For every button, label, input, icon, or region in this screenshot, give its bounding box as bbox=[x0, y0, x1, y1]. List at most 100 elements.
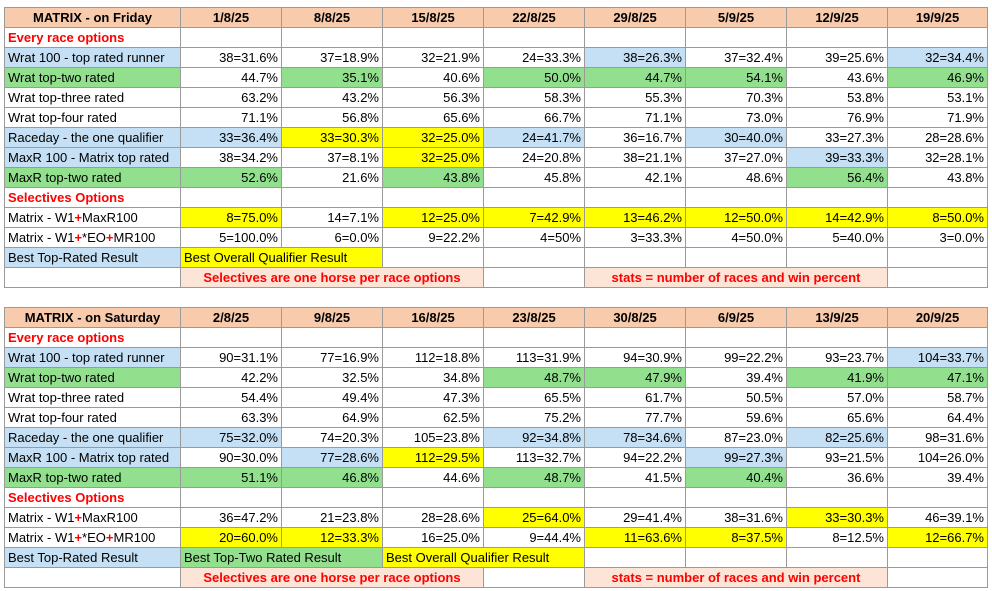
table-cell: 90=31.1% bbox=[180, 347, 282, 368]
table-cell: 33=36.4% bbox=[180, 127, 282, 148]
note-selectives: Selectives are one horse per race option… bbox=[180, 567, 484, 588]
table-row: Matrix - W1+*EO+MR100 20=60.0% 12=33.3% 16=… bbox=[4, 527, 988, 548]
note-row: Selectives are one horse per race option… bbox=[4, 267, 988, 288]
table-cell: 94=30.9% bbox=[584, 347, 686, 368]
empty-cell bbox=[786, 187, 888, 208]
empty-cell bbox=[180, 187, 282, 208]
table-cell: 24=33.3% bbox=[483, 47, 585, 68]
empty-cell bbox=[382, 247, 484, 268]
table-cell: 63.3% bbox=[180, 407, 282, 428]
table-cell: 34.8% bbox=[382, 367, 484, 388]
row-label: Wrat top-three rated bbox=[4, 87, 181, 108]
empty-cell bbox=[685, 487, 787, 508]
row-label: Wrat top-two rated bbox=[4, 67, 181, 88]
table-cell: 75.2% bbox=[483, 407, 585, 428]
table-cell: 24=20.8% bbox=[483, 147, 585, 168]
table-cell: 33=30.3% bbox=[281, 127, 383, 148]
table-cell: 33=27.3% bbox=[786, 127, 888, 148]
table-cell: 55.3% bbox=[584, 87, 686, 108]
saturday-matrix-table: MATRIX - on Saturday 2/8/25 9/8/25 16/8/25 2… bbox=[4, 307, 988, 588]
table-cell: 47.9% bbox=[584, 367, 686, 388]
table-cell: 21.6% bbox=[281, 167, 383, 188]
table-cell: 4=50% bbox=[483, 227, 585, 248]
label-part: *EO bbox=[82, 229, 106, 245]
table-row: Matrix - W1+MaxR100 36=47.2% 21=23.8% 28=28… bbox=[4, 507, 988, 528]
empty-cell bbox=[786, 247, 888, 268]
table-cell: 112=29.5% bbox=[382, 447, 484, 468]
table-cell: 36.6% bbox=[786, 467, 888, 488]
table-cell: 70.3% bbox=[685, 87, 787, 108]
table-cell: 58.7% bbox=[887, 387, 988, 408]
table-cell: 28=28.6% bbox=[382, 507, 484, 528]
empty-cell bbox=[281, 27, 383, 48]
table-cell: 36=16.7% bbox=[584, 127, 686, 148]
row-label: Matrix - W1+MaxR100 bbox=[4, 207, 181, 228]
table-cell: 53.8% bbox=[786, 87, 888, 108]
table-cell: 32=28.1% bbox=[887, 147, 988, 168]
empty-cell bbox=[887, 247, 988, 268]
table-cell: 29=41.4% bbox=[584, 507, 686, 528]
table-cell: 82=25.6% bbox=[786, 427, 888, 448]
date-header: 1/8/25 bbox=[180, 7, 282, 28]
legend-overall-qualifier: Best Overall Qualifier Result bbox=[382, 547, 585, 568]
date-header: 20/9/25 bbox=[887, 307, 988, 328]
table-cell: 52.6% bbox=[180, 167, 282, 188]
table-cell: 76.9% bbox=[786, 107, 888, 128]
table-cell: 99=27.3% bbox=[685, 447, 787, 468]
table-cell: 38=21.1% bbox=[584, 147, 686, 168]
table-cell: 65.6% bbox=[382, 107, 484, 128]
table-cell: 38=34.2% bbox=[180, 147, 282, 168]
table-cell: 37=8.1% bbox=[281, 147, 383, 168]
empty-cell bbox=[483, 187, 585, 208]
empty-cell bbox=[281, 327, 383, 348]
empty-cell bbox=[180, 327, 282, 348]
empty-cell bbox=[584, 327, 686, 348]
table-cell: 43.2% bbox=[281, 87, 383, 108]
table-cell: 28=28.6% bbox=[887, 127, 988, 148]
label-part: Matrix - W1 bbox=[8, 509, 75, 525]
table-cell: 13=46.2% bbox=[584, 207, 686, 228]
empty-cell bbox=[483, 267, 585, 288]
table-cell: 39.4% bbox=[685, 367, 787, 388]
empty-cell bbox=[887, 567, 988, 588]
empty-cell bbox=[483, 27, 585, 48]
empty-cell bbox=[887, 187, 988, 208]
legend-row: Best Top-Rated Result Best Overall Qualif… bbox=[4, 247, 988, 268]
table-cell: 33=30.3% bbox=[786, 507, 888, 528]
section-row: Every race options bbox=[4, 27, 988, 48]
empty-cell bbox=[382, 487, 484, 508]
table-cell: 4=50.0% bbox=[685, 227, 787, 248]
row-label: Matrix - W1+*EO+MR100 bbox=[4, 227, 181, 248]
table-cell: 14=42.9% bbox=[786, 207, 888, 228]
row-label: Matrix - W1+*EO+MR100 bbox=[4, 527, 181, 548]
table-cell: 11=63.6% bbox=[584, 527, 686, 548]
empty-cell bbox=[483, 247, 585, 268]
table-cell: 32=34.4% bbox=[887, 47, 988, 68]
note-stats: stats = number of races and win percent bbox=[584, 267, 888, 288]
row-label: Matrix - W1+MaxR100 bbox=[4, 507, 181, 528]
date-header: 16/8/25 bbox=[382, 307, 484, 328]
row-label: Wrat top-four rated bbox=[4, 407, 181, 428]
row-label: Wrat top-two rated bbox=[4, 367, 181, 388]
table-cell: 77=16.9% bbox=[281, 347, 383, 368]
table-cell: 47.3% bbox=[382, 387, 484, 408]
empty-cell bbox=[786, 27, 888, 48]
table-cell: 57.0% bbox=[786, 387, 888, 408]
label-part: Matrix - W1 bbox=[8, 529, 75, 545]
plus-sign: + bbox=[74, 229, 83, 245]
empty-cell bbox=[483, 327, 585, 348]
table-row: Matrix - W1+*EO+MR100 5=100.0% 6=0.0% 9=22.… bbox=[4, 227, 988, 248]
empty-cell bbox=[483, 487, 585, 508]
table-row: MaxR top-two rated 51.1% 46.8% 44.6% 48.7% 41… bbox=[4, 467, 988, 488]
label-part: MaxR100 bbox=[82, 509, 138, 525]
table-cell: 47.1% bbox=[887, 367, 988, 388]
table-cell: 24=41.7% bbox=[483, 127, 585, 148]
date-header: 8/8/25 bbox=[281, 7, 383, 28]
empty-cell bbox=[786, 487, 888, 508]
note-stats: stats = number of races and win percent bbox=[584, 567, 888, 588]
table-title: MATRIX - on Friday bbox=[4, 7, 181, 28]
table-cell: 77.7% bbox=[584, 407, 686, 428]
table-cell: 32=21.9% bbox=[382, 47, 484, 68]
empty-cell bbox=[887, 327, 988, 348]
table-cell: 44.6% bbox=[382, 467, 484, 488]
